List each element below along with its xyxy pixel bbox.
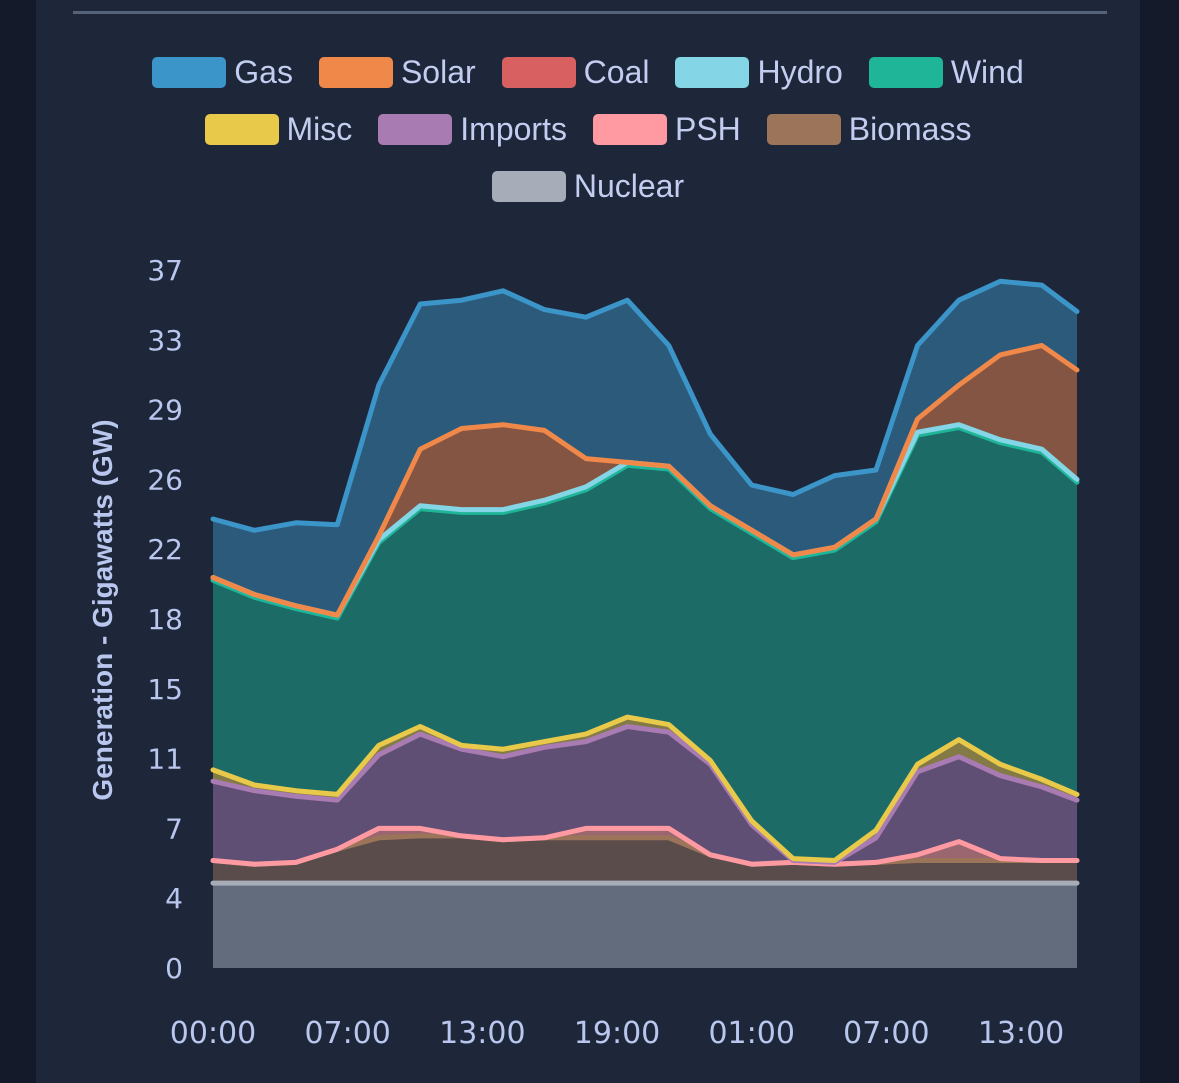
legend-row-2: Misc Imports PSH Biomass: [36, 111, 1140, 148]
legend-label: Nuclear: [573, 168, 685, 204]
line-psh: [210, 825, 1080, 867]
legend-biomass[interactable]: Biomass: [766, 111, 972, 148]
legend-label: Wind: [950, 54, 1024, 90]
line-biomass: [210, 833, 1080, 867]
area-nuclear: [213, 883, 1077, 968]
line-misc: [210, 714, 1080, 863]
legend-gas[interactable]: Gas: [152, 54, 293, 91]
x-tick-label: 19:00: [574, 1016, 660, 1051]
line-imports: [210, 724, 1080, 865]
legend-swatch: [868, 57, 943, 88]
legend-imports[interactable]: Imports: [378, 111, 567, 148]
legend-nuclear[interactable]: Nuclear: [491, 168, 685, 205]
legend-swatch: [766, 114, 841, 145]
legend-row-3: Nuclear: [36, 168, 1140, 205]
legend-label: Biomass: [848, 111, 972, 147]
x-tick-label: 13:00: [439, 1016, 525, 1051]
y-tick-label: 15: [147, 673, 183, 706]
legend-swatch: [378, 114, 453, 145]
y-tick-label: 4: [165, 882, 183, 915]
x-tick-label: 13:00: [978, 1016, 1064, 1051]
x-tick-label: 01:00: [708, 1016, 794, 1051]
legend-label: PSH: [674, 111, 741, 147]
legend-label: Imports: [460, 111, 567, 147]
y-tick-label: 7: [165, 812, 183, 845]
legend-swatch: [592, 114, 667, 145]
legend-label: Hydro: [757, 54, 843, 90]
legend-swatch: [204, 114, 279, 145]
line-gas: [210, 278, 1080, 533]
y-tick-label: 0: [165, 952, 183, 985]
legend-row-1: Gas Solar Coal Hydro Wind: [36, 54, 1140, 91]
legend-hydro[interactable]: Hydro: [675, 54, 843, 91]
area-fills: [213, 281, 1077, 968]
legend-solar[interactable]: Solar: [318, 54, 476, 91]
legend-swatch: [501, 57, 576, 88]
legend-wind[interactable]: Wind: [868, 54, 1024, 91]
x-tick-label: 07:00: [843, 1016, 929, 1051]
y-tick-label: 22: [147, 533, 183, 566]
y-tick-label: 33: [147, 324, 183, 357]
legend-label: Misc: [286, 111, 353, 147]
line-solar: [210, 343, 1080, 618]
area-wind: [213, 427, 1077, 861]
y-tick-label: 26: [147, 463, 183, 496]
legend-label: Gas: [234, 54, 293, 90]
legend-misc[interactable]: Misc: [204, 111, 353, 148]
y-tick-label: 37: [147, 254, 183, 287]
legend-swatch: [318, 57, 393, 88]
area-solar: [213, 345, 1077, 616]
area-lines: [210, 278, 1080, 886]
x-tick-label: 07:00: [304, 1016, 390, 1051]
area-gas: [213, 281, 1077, 616]
x-tick-label: 00:00: [170, 1016, 256, 1051]
legend-swatch: [152, 57, 227, 88]
y-tick-label: 11: [147, 743, 183, 776]
legend-label: Coal: [583, 54, 650, 90]
y-tick-label: 29: [147, 394, 183, 427]
area-biomass: [213, 835, 1077, 884]
y-tick-label: 18: [147, 603, 183, 636]
legend-label: Solar: [400, 54, 476, 90]
legend-psh[interactable]: PSH: [592, 111, 741, 148]
legend-swatch: [491, 171, 566, 202]
divider: [73, 11, 1107, 14]
legend-swatch: [675, 57, 750, 88]
legend-coal[interactable]: Coal: [501, 54, 650, 91]
